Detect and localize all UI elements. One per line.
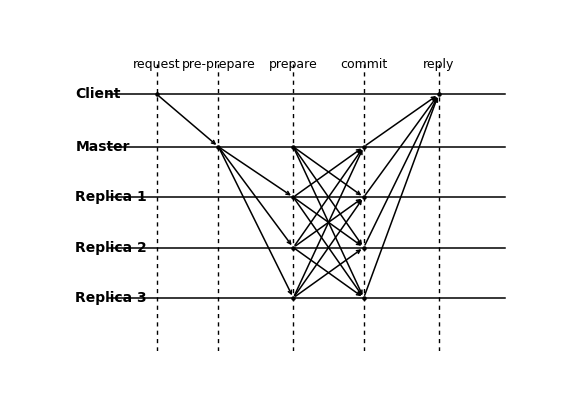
- Text: pre-prepare: pre-prepare: [182, 58, 256, 71]
- Text: Replica 2: Replica 2: [76, 240, 147, 255]
- Text: Client: Client: [76, 87, 121, 101]
- Text: commit: commit: [340, 58, 387, 71]
- Text: Replica 1: Replica 1: [76, 190, 147, 204]
- Text: reply: reply: [423, 58, 454, 71]
- Text: prepare: prepare: [269, 58, 318, 71]
- Text: request: request: [133, 58, 181, 71]
- Text: Master: Master: [76, 140, 130, 154]
- Text: Replica 3: Replica 3: [76, 291, 147, 305]
